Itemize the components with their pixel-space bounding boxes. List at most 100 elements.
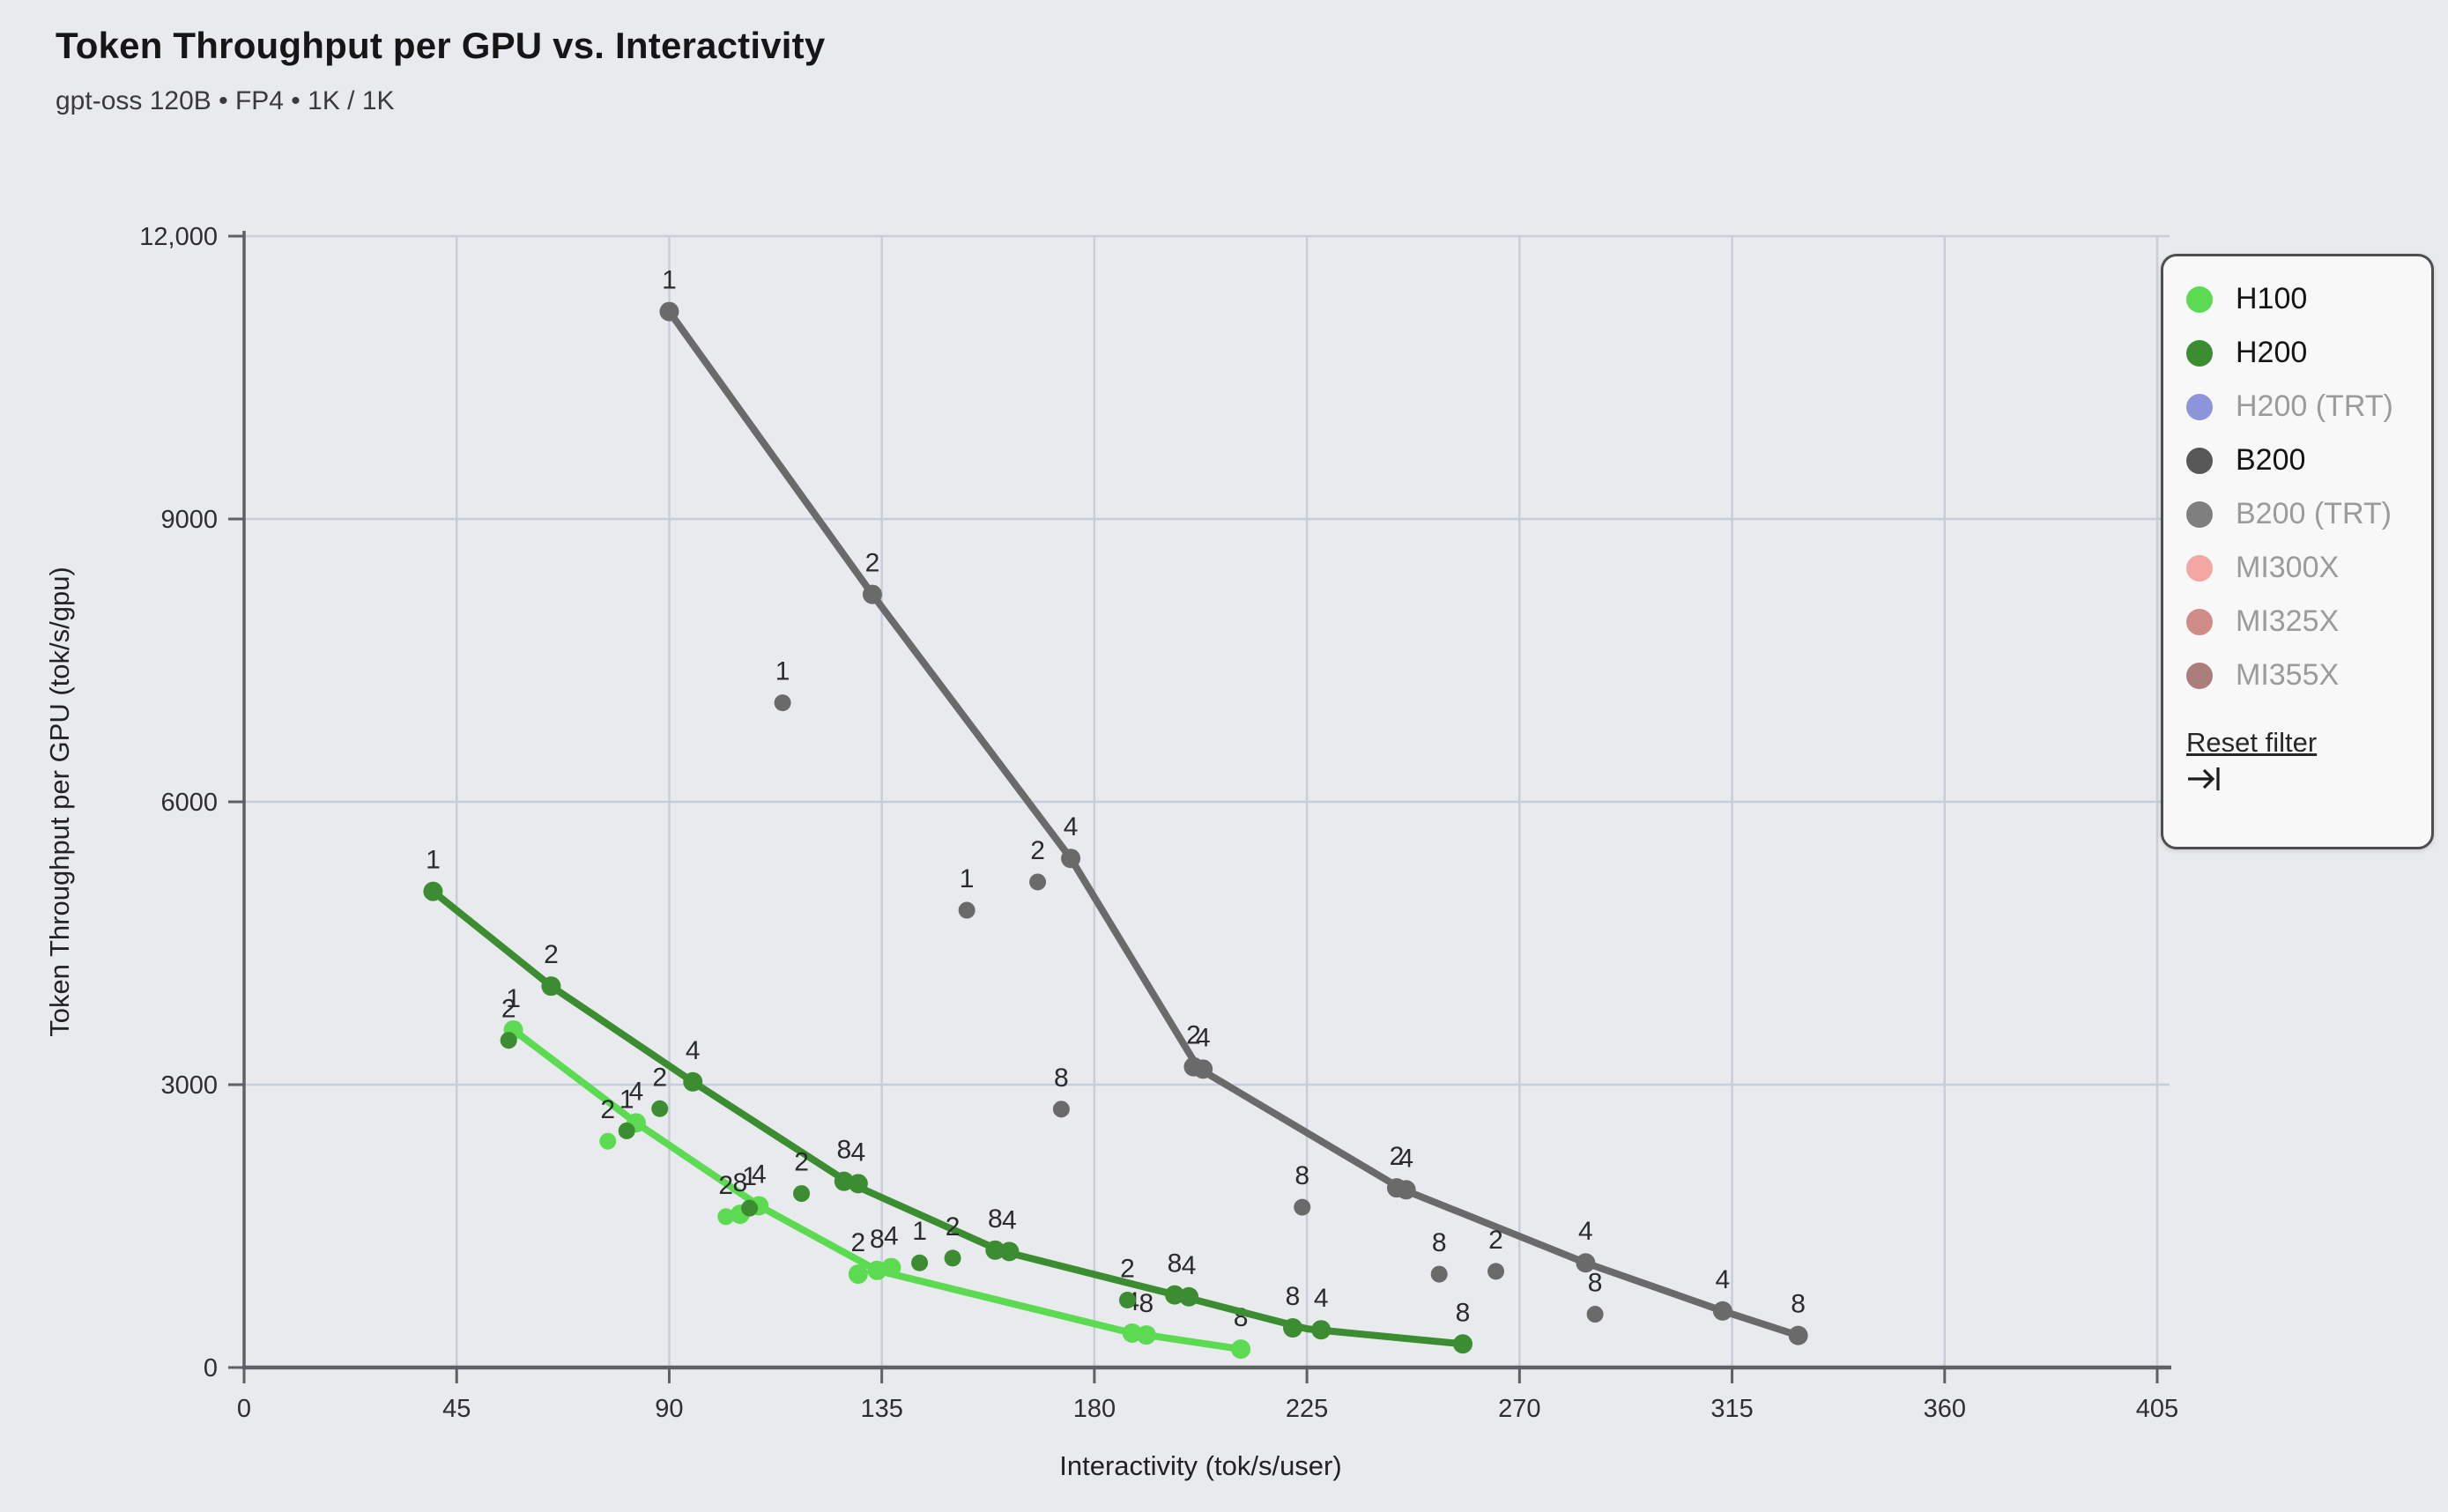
data-point [1576, 1253, 1596, 1273]
legend-item-mi300x[interactable]: MI300X [2186, 541, 2431, 595]
legend-item-h200[interactable]: H200 [2186, 326, 2431, 380]
data-point [1453, 1334, 1473, 1354]
point-label: 4 [851, 1138, 866, 1167]
point-label: 1 [619, 1085, 634, 1114]
point-label: 8 [836, 1136, 851, 1165]
data-point [848, 1174, 868, 1194]
svg-text:90: 90 [655, 1395, 683, 1423]
data-point [1311, 1320, 1332, 1340]
data-point [500, 1032, 517, 1049]
page-title: Token Throughput per GPU vs. Interactivi… [56, 25, 826, 66]
svg-text:6000: 6000 [160, 789, 218, 817]
legend-color-dot [2186, 339, 2213, 367]
reset-filter-link[interactable]: Reset filter [2186, 727, 2318, 758]
legend-item-label: H200 [2236, 336, 2308, 369]
point-label: 4 [629, 1077, 644, 1106]
x-axis-title: Interactivity (tok/s/user) [1059, 1450, 1341, 1481]
y-axis-title: Token Throughput per GPU (tok/s/gpu) [44, 567, 75, 1037]
data-point [1712, 1301, 1732, 1321]
point-label: 1 [775, 657, 790, 686]
data-point [1052, 1101, 1070, 1118]
point-label: 1 [662, 266, 677, 295]
data-point [1396, 1180, 1416, 1200]
svg-text:180: 180 [1073, 1395, 1116, 1423]
legend-item-h200-trt[interactable]: H200 (TRT) [2186, 380, 2431, 434]
svg-text:12,000: 12,000 [139, 223, 218, 251]
point-label: 8 [1286, 1282, 1301, 1311]
point-label: 4 [1064, 812, 1079, 841]
data-point [774, 694, 791, 712]
data-point [717, 1208, 735, 1226]
data-point [683, 1071, 703, 1092]
data-point [1283, 1318, 1303, 1338]
svg-text:405: 405 [2136, 1395, 2178, 1423]
point-label: 4 [1314, 1284, 1329, 1313]
legend-item-mi355x[interactable]: MI355X [2186, 649, 2431, 702]
data-point [1061, 849, 1081, 869]
data-point [541, 976, 561, 997]
gridlines [244, 234, 2170, 1367]
point-label: 2 [851, 1228, 866, 1257]
data-point [651, 1100, 669, 1117]
point-label: 2 [946, 1212, 961, 1241]
legend-item-b200-trt[interactable]: B200 (TRT) [2186, 487, 2431, 541]
point-label: 1 [960, 864, 975, 893]
point-label: 2 [1186, 1021, 1201, 1050]
data-point [1487, 1263, 1505, 1280]
point-label: 8 [1294, 1161, 1309, 1190]
legend-item-mi325x[interactable]: MI325X [2186, 595, 2431, 649]
point-label: 1 [426, 846, 441, 875]
legend-item-h100[interactable]: H100 [2186, 272, 2431, 326]
collapse-legend-icon[interactable] [2186, 759, 2431, 797]
svg-text:225: 225 [1286, 1395, 1328, 1423]
point-label: 8 [870, 1225, 885, 1254]
svg-text:315: 315 [1710, 1395, 1753, 1423]
data-point [862, 584, 882, 604]
data-point [999, 1241, 1020, 1262]
point-label: 4 [1196, 1023, 1211, 1052]
axis-titles: Interactivity (tok/s/user) Token Throughp… [44, 567, 1342, 1481]
data-point [958, 901, 975, 919]
data-point [599, 1132, 617, 1150]
data-point [1193, 1059, 1213, 1079]
point-label: 4 [686, 1036, 701, 1065]
point-label: 8 [988, 1204, 1003, 1234]
point-label: 8 [1456, 1298, 1471, 1327]
legend-item-label: H100 [2236, 282, 2308, 315]
legend-color-dot [2186, 447, 2213, 474]
point-label: 8 [1432, 1228, 1447, 1257]
data-point [618, 1122, 635, 1139]
point-label: 1 [912, 1217, 927, 1246]
point-label: 2 [501, 995, 516, 1024]
legend-item-b200[interactable]: B200 [2186, 434, 2431, 487]
data-point [1118, 1291, 1136, 1308]
svg-text:9000: 9000 [160, 506, 218, 534]
point-label: 8 [1588, 1269, 1603, 1298]
legend-color-dot [2186, 662, 2213, 689]
svg-text:0: 0 [204, 1354, 218, 1382]
data-point [1122, 1323, 1142, 1343]
data-point [1165, 1285, 1185, 1305]
point-label: 1 [742, 1162, 757, 1191]
point-label: 2 [1120, 1254, 1135, 1283]
data-point [659, 301, 679, 322]
data-point [1231, 1339, 1251, 1360]
chart-header: Token Throughput per GPU vs. Interactivi… [56, 25, 825, 116]
legend-item-label: B200 (TRT) [2236, 497, 2392, 530]
svg-text:135: 135 [860, 1395, 902, 1423]
svg-text:270: 270 [1498, 1395, 1540, 1423]
data-point [911, 1254, 929, 1271]
data-point [881, 1257, 901, 1278]
data-point [793, 1185, 811, 1203]
data-point [1294, 1198, 1311, 1216]
legend-color-dot [2186, 285, 2213, 313]
point-label: 2 [794, 1148, 809, 1177]
point-label: 4 [1578, 1217, 1593, 1246]
point-label: 8 [1791, 1290, 1806, 1319]
point-label: 8 [1168, 1249, 1183, 1279]
series-h100: 124284284488 [503, 984, 1251, 1360]
point-label: 4 [1715, 1265, 1730, 1294]
data-point [1136, 1325, 1156, 1345]
